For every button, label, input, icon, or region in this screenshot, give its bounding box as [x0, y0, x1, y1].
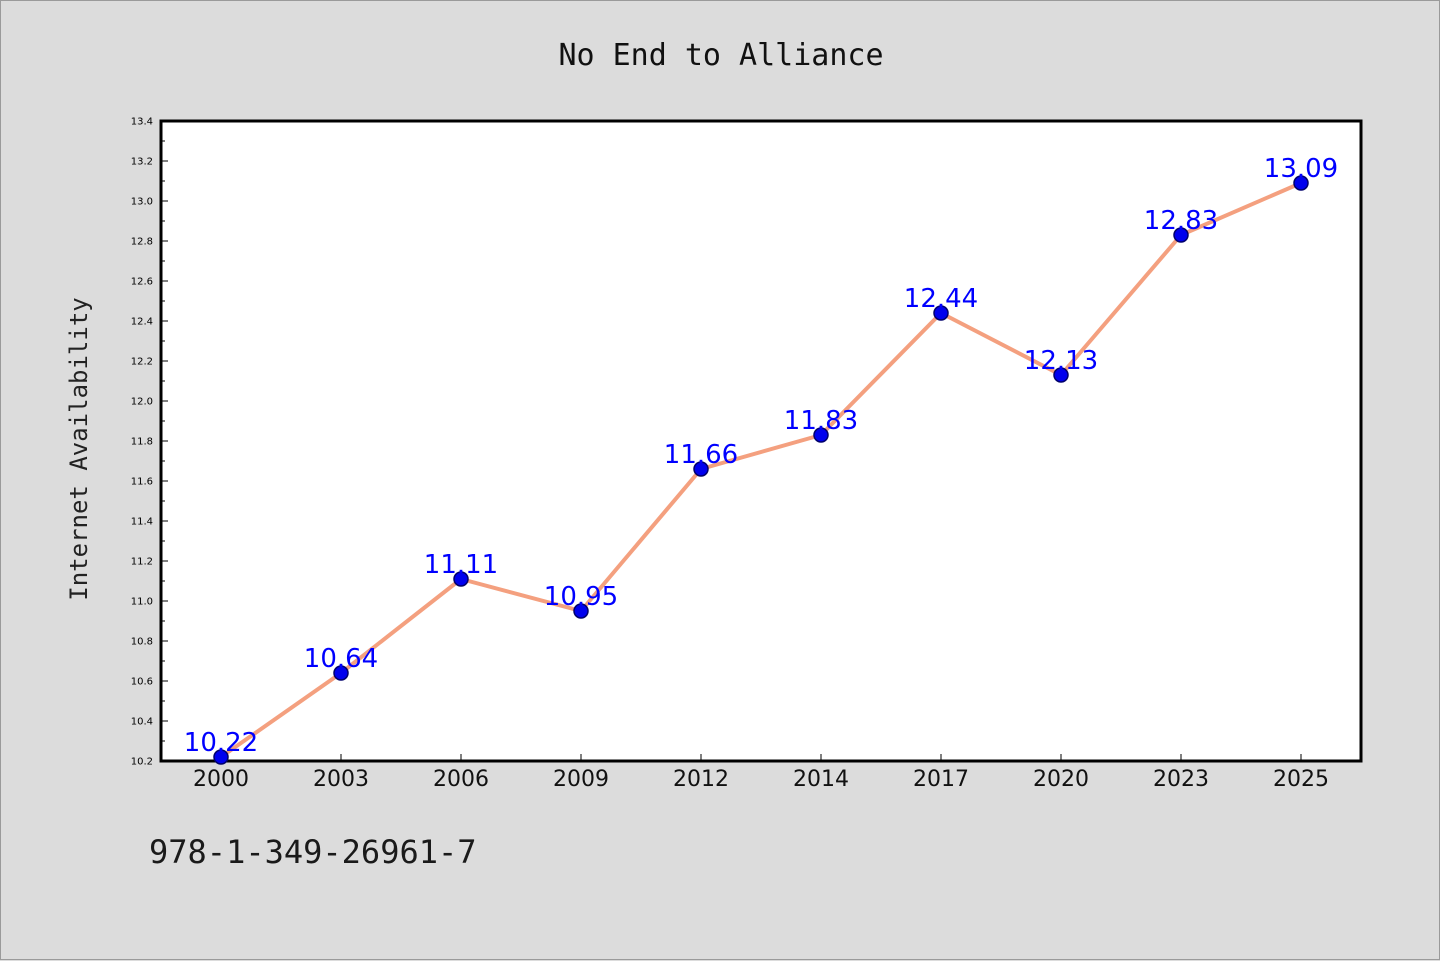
y-axis-ticks: 10.2 10.4 10.6 10.8 11.0 11.2 11.4 11.6 11.8 12.0… [131, 117, 168, 768]
x-tick-label: 2014 [793, 767, 849, 792]
isbn-text: 978-1-349-26961-7 [149, 833, 477, 871]
y-tick-label: 11.8 [131, 437, 153, 448]
x-tick-label: 2017 [913, 767, 969, 792]
data-point [813, 427, 829, 443]
data-label: 10.95 [544, 582, 618, 612]
y-tick-label: 10.6 [131, 677, 153, 688]
x-tick-label: 2012 [673, 767, 729, 792]
data-markers [213, 175, 1309, 765]
y-axis-label: Internet Availability [65, 297, 93, 600]
y-tick-label: 13.2 [131, 157, 153, 168]
x-tick-label: 2009 [553, 767, 609, 792]
data-label: 11.83 [784, 406, 858, 436]
y-tick-label: 10.2 [131, 757, 153, 768]
data-label: 13.09 [1264, 154, 1338, 184]
y-tick-label: 13.0 [131, 197, 153, 208]
data-point [1293, 175, 1309, 191]
data-label: 10.22 [184, 728, 258, 758]
data-point [1173, 227, 1189, 243]
x-tick-label: 2006 [433, 767, 489, 792]
x-tick-label: 2003 [313, 767, 369, 792]
y-tick-label: 11.4 [131, 517, 153, 528]
data-label: 12.44 [904, 284, 978, 314]
data-point [1053, 367, 1069, 383]
y-tick-label: 10.4 [131, 717, 153, 728]
x-tick-label: 2023 [1153, 767, 1209, 792]
y-tick-label: 11.6 [131, 477, 153, 488]
data-label: 10.64 [304, 644, 378, 674]
data-point [933, 305, 949, 321]
y-tick-label: 12.4 [131, 317, 153, 328]
x-tick-label: 2020 [1033, 767, 1089, 792]
y-tick-label: 12.2 [131, 357, 153, 368]
y-tick-label: 11.0 [131, 597, 153, 608]
data-point [573, 603, 589, 619]
data-point [693, 461, 709, 477]
data-labels: 10.22 10.64 11.11 10.95 11.66 11.83 12.44 12.13… [184, 154, 1338, 758]
series-line [219, 181, 1303, 759]
x-axis-ticks: 2000 2003 2006 2009 2012 2014 2017 2020 2023 2025 [193, 754, 1329, 792]
data-point [453, 571, 469, 587]
chart-title: No End to Alliance [558, 38, 883, 73]
data-label: 11.66 [664, 440, 738, 470]
y-tick-label: 11.2 [131, 557, 153, 568]
y-tick-label: 12.0 [131, 397, 153, 408]
y-tick-label: 10.8 [131, 637, 153, 648]
data-label: 12.83 [1144, 206, 1218, 236]
series-line-group [219, 181, 1303, 759]
data-label: 11.11 [424, 550, 498, 580]
y-tick-label: 12.6 [131, 277, 153, 288]
plot-area [159, 119, 1363, 763]
y-tick-label: 12.8 [131, 237, 153, 248]
data-point [333, 665, 349, 681]
data-label: 12.13 [1024, 346, 1098, 376]
data-point [213, 749, 229, 765]
y-tick-label: 13.4 [131, 117, 153, 128]
x-tick-label: 2025 [1273, 767, 1329, 792]
x-tick-label: 2000 [193, 767, 249, 792]
